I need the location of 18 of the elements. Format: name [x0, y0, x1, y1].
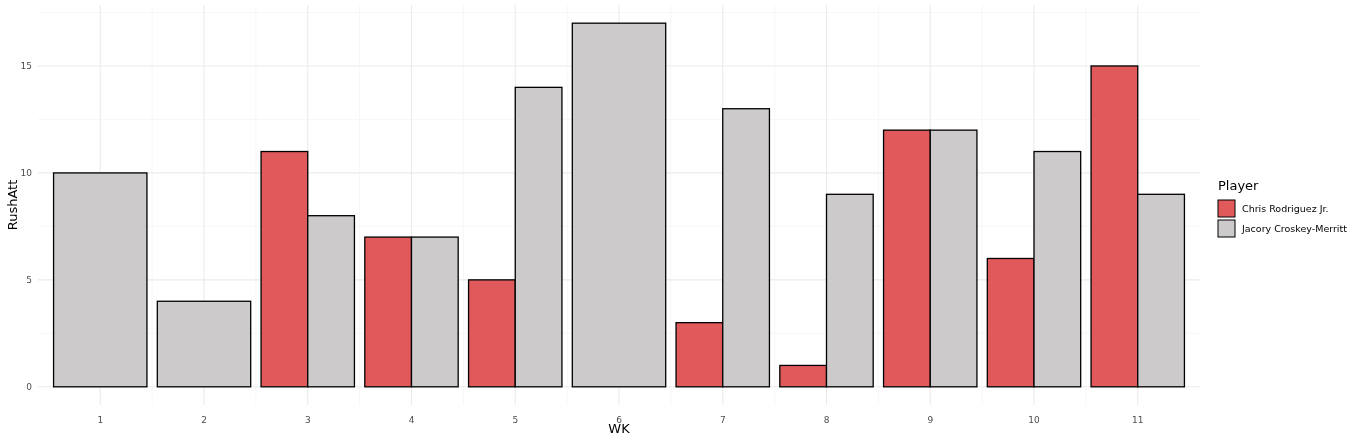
x-tick-label: 4	[408, 415, 415, 426]
legend-title: Player	[1218, 178, 1260, 193]
x-tick-label: 8	[823, 415, 830, 426]
y-tick-label: 10	[20, 168, 33, 179]
x-tick-label: 3	[304, 415, 311, 426]
y-tick-label: 5	[26, 275, 32, 286]
x-tick-label: 11	[1132, 415, 1144, 426]
legend-label: Chris Rodriguez Jr.	[1242, 203, 1329, 215]
legend-label: Jacory Croskey-Merritt	[1241, 223, 1348, 235]
y-tick-label: 15	[20, 61, 32, 72]
x-tick-label: 7	[719, 415, 726, 426]
x-tick-label: 1	[97, 415, 104, 426]
x-tick-label: 2	[201, 415, 207, 426]
y-axis-title: RushAtt	[5, 179, 20, 231]
x-tick-label: 9	[927, 415, 934, 426]
x-tick-label: 5	[512, 415, 519, 426]
y-tick-label: 0	[26, 381, 33, 392]
x-tick-label: 10	[1028, 415, 1040, 426]
